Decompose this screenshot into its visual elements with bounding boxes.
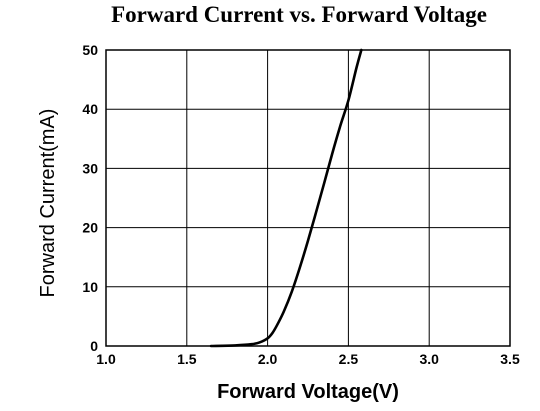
y-tick-labels: 0 10 20 30 40 50	[82, 42, 98, 354]
plot-area-border	[105, 49, 511, 347]
y-tick-label: 50	[82, 42, 98, 58]
series-line	[209, 48, 363, 348]
x-tick-label: 1.0	[96, 351, 116, 367]
y-tick-label: 30	[82, 160, 98, 176]
series-group	[209, 48, 363, 348]
x-tick-labels: 1.0 1.5 2.0 2.5 3.0 3.5	[96, 351, 520, 367]
x-tick-label: 3.5	[500, 351, 520, 367]
y-tick-label: 0	[90, 338, 98, 354]
x-tick-label: 3.0	[419, 351, 439, 367]
y-tick-label: 40	[82, 101, 98, 117]
y-tick-label: 10	[82, 279, 98, 295]
x-axis-label: Forward Voltage(V)	[217, 381, 399, 403]
chart-title: Forward Current vs. Forward Voltage	[111, 2, 487, 27]
x-tick-label: 1.5	[177, 351, 197, 367]
y-axis-label: Forward Current(mA)	[37, 109, 59, 298]
x-tick-label: 2.5	[339, 351, 359, 367]
grid-lines	[106, 50, 510, 346]
y-tick-label: 20	[82, 220, 98, 236]
x-tick-label: 2.0	[258, 351, 278, 367]
